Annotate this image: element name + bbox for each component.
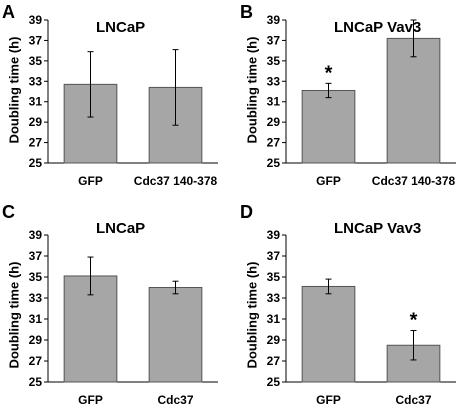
chart-title: LNCaP (96, 19, 145, 36)
y-tick-label: 33 (29, 291, 43, 305)
bar-1 (148, 287, 203, 383)
y-tick-label: 25 (29, 156, 43, 170)
y-tick-label: 29 (267, 333, 281, 347)
panel-letter: A (2, 2, 15, 22)
chart-title: LNCaP Vav3 (334, 19, 421, 36)
x-tick-label: GFP (78, 393, 103, 407)
y-tick-label: 27 (267, 354, 281, 368)
bar-1 (386, 37, 441, 164)
y-tick-label: 27 (29, 354, 43, 368)
y-axis-label: Doubling time (h) (7, 262, 22, 369)
y-tick-label: 39 (29, 13, 43, 27)
chart-panel-b: B LNCaP Vav3 Doubling time (h) 25 27 29 31 33 35… (240, 2, 456, 188)
y-tick-label: 29 (267, 115, 281, 129)
y-tick-label: 31 (29, 95, 43, 109)
x-tick-label: Cdc37 140-378 (134, 174, 218, 188)
y-tick-label: 35 (29, 54, 43, 68)
y-axis-label: Doubling time (h) (7, 37, 22, 144)
y-tick-label: 33 (267, 74, 281, 88)
y-tick-label: 25 (267, 375, 281, 389)
significance-marker: * (410, 310, 418, 332)
y-tick-label: 31 (29, 312, 43, 326)
y-tick-label: 35 (267, 270, 281, 284)
panel-letter: B (240, 2, 253, 22)
y-tick-label: 31 (267, 95, 281, 109)
significance-marker: * (325, 62, 333, 84)
y-tick-label: 27 (267, 136, 281, 150)
bar-0 (301, 285, 356, 383)
y-axis-label: Doubling time (h) (245, 37, 260, 144)
y-tick-label: 29 (29, 333, 43, 347)
y-tick-label: 39 (267, 228, 281, 242)
chart-title: LNCaP (96, 220, 145, 237)
chart-panel-a: A LNCaP Doubling time (h) 25 27 29 31 33 35 37 39 G… (2, 2, 218, 188)
y-tick-label: 37 (267, 249, 281, 263)
y-tick-label: 33 (29, 74, 43, 88)
y-tick-label: 25 (267, 156, 281, 170)
y-tick-label: 37 (29, 33, 43, 47)
y-tick-label: 33 (267, 291, 281, 305)
panel-letter: D (240, 202, 253, 222)
x-tick-label: Cdc37 (395, 393, 431, 407)
y-tick-label: 37 (29, 249, 43, 263)
y-tick-label: 27 (29, 136, 43, 150)
x-tick-label: GFP (78, 174, 103, 188)
y-tick-label: 35 (29, 270, 43, 284)
panel-letter: C (2, 202, 15, 222)
y-tick-label: 31 (267, 312, 281, 326)
y-tick-label: 39 (29, 228, 43, 242)
chart-panel-d: D LNCaP Vav3 Doubling time (h) 25 27 29 31 33 35… (240, 202, 456, 407)
bar-0 (301, 89, 356, 164)
x-tick-label: Cdc37 140-378 (372, 174, 456, 188)
y-axis-label: Doubling time (h) (245, 262, 260, 369)
x-tick-label: GFP (316, 174, 341, 188)
y-tick-label: 25 (29, 375, 43, 389)
x-tick-label: GFP (316, 393, 341, 407)
chart-title: LNCaP Vav3 (334, 220, 421, 237)
y-tick-label: 35 (267, 54, 281, 68)
chart-panel-c: C LNCaP Doubling time (h) 25 27 29 31 33 35 37 39 G… (2, 202, 218, 407)
y-tick-label: 37 (267, 33, 281, 47)
y-tick-label: 29 (29, 115, 43, 129)
x-tick-label: Cdc37 (157, 393, 193, 407)
y-tick-label: 39 (267, 13, 281, 27)
